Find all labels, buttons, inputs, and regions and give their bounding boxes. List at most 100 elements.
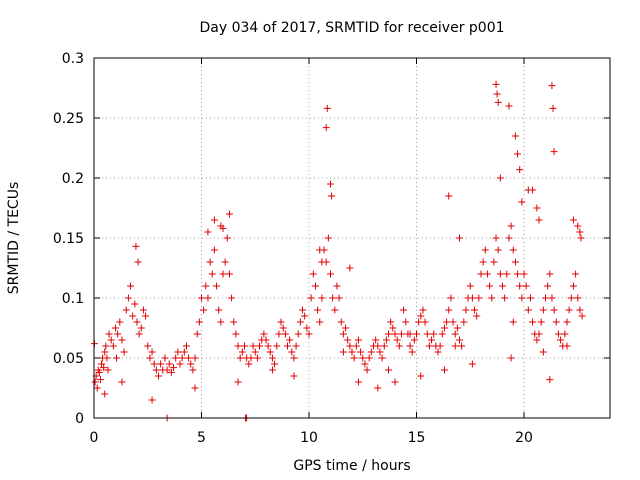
data-point bbox=[262, 336, 270, 344]
data-point bbox=[98, 360, 106, 368]
data-point bbox=[552, 318, 560, 326]
data-point bbox=[191, 384, 199, 392]
data-point bbox=[511, 258, 519, 266]
data-point bbox=[372, 336, 380, 344]
data-point bbox=[577, 234, 585, 242]
data-point bbox=[335, 294, 343, 302]
data-point bbox=[544, 282, 552, 290]
data-point bbox=[170, 364, 178, 372]
data-point bbox=[113, 354, 121, 362]
data-point bbox=[322, 124, 330, 132]
data-point bbox=[535, 330, 543, 338]
data-point bbox=[524, 306, 532, 314]
data-points bbox=[90, 80, 586, 422]
data-point bbox=[493, 90, 501, 98]
data-point bbox=[428, 336, 436, 344]
data-point bbox=[350, 354, 358, 362]
data-point bbox=[496, 270, 504, 278]
data-point bbox=[219, 224, 227, 232]
data-point bbox=[509, 246, 517, 254]
data-point bbox=[249, 342, 257, 350]
data-point bbox=[367, 348, 375, 356]
data-point bbox=[206, 258, 214, 266]
data-point bbox=[574, 294, 582, 302]
data-point bbox=[514, 150, 522, 158]
data-point bbox=[208, 270, 216, 278]
x-tick-label: 15 bbox=[408, 430, 426, 446]
data-point bbox=[569, 282, 577, 290]
x-tick-label: 5 bbox=[197, 430, 206, 446]
data-point bbox=[163, 366, 171, 374]
data-point bbox=[374, 342, 382, 350]
data-point bbox=[139, 306, 147, 314]
data-point bbox=[95, 368, 103, 376]
data-point bbox=[118, 336, 126, 344]
data-point bbox=[374, 384, 382, 392]
data-point bbox=[223, 234, 231, 242]
data-point bbox=[268, 366, 276, 374]
data-point bbox=[314, 306, 322, 314]
data-point bbox=[176, 360, 184, 368]
data-point bbox=[376, 348, 384, 356]
data-point bbox=[550, 306, 558, 314]
data-point bbox=[91, 378, 99, 386]
data-point bbox=[406, 330, 414, 338]
data-point bbox=[471, 306, 479, 314]
data-point bbox=[483, 270, 491, 278]
data-point bbox=[148, 348, 156, 356]
data-point bbox=[549, 104, 557, 112]
data-point bbox=[561, 330, 569, 338]
data-point bbox=[466, 282, 474, 290]
data-point bbox=[101, 390, 109, 398]
data-point bbox=[105, 330, 113, 338]
data-point bbox=[415, 318, 423, 326]
data-point bbox=[458, 342, 466, 350]
data-point bbox=[247, 354, 255, 362]
data-point bbox=[385, 366, 393, 374]
grid-layer bbox=[94, 58, 610, 418]
data-point bbox=[232, 330, 240, 338]
data-point bbox=[210, 246, 218, 254]
data-point bbox=[382, 336, 390, 344]
y-tick-label: 0.2 bbox=[62, 171, 84, 187]
data-point bbox=[109, 342, 117, 350]
data-point bbox=[309, 270, 317, 278]
data-point bbox=[284, 342, 291, 350]
data-point bbox=[542, 294, 549, 302]
data-point bbox=[413, 330, 420, 338]
data-point bbox=[234, 378, 242, 386]
data-point bbox=[440, 366, 448, 374]
data-point bbox=[529, 186, 537, 194]
data-point bbox=[323, 104, 331, 112]
data-point bbox=[135, 330, 143, 338]
data-point bbox=[127, 282, 135, 290]
chart-title: Day 034 of 2017, SRMTID for receiver p00… bbox=[199, 20, 504, 36]
data-point bbox=[264, 342, 272, 350]
data-point bbox=[339, 330, 347, 338]
x-tick-label: 20 bbox=[515, 430, 533, 446]
data-point bbox=[492, 80, 500, 88]
data-point bbox=[514, 270, 522, 278]
data-point bbox=[146, 354, 154, 362]
data-point bbox=[501, 294, 509, 302]
data-point bbox=[219, 270, 227, 278]
data-point bbox=[324, 234, 332, 242]
data-point bbox=[460, 318, 468, 326]
data-point bbox=[393, 336, 401, 344]
data-point bbox=[436, 342, 444, 350]
data-point bbox=[241, 342, 248, 350]
data-point bbox=[331, 306, 339, 314]
data-point bbox=[189, 366, 197, 374]
data-point bbox=[447, 294, 455, 302]
data-point bbox=[217, 318, 225, 326]
data-point bbox=[225, 210, 233, 218]
data-point bbox=[440, 324, 448, 332]
data-point bbox=[494, 98, 502, 106]
data-point bbox=[215, 306, 223, 314]
data-point bbox=[120, 348, 128, 356]
data-point bbox=[548, 82, 556, 90]
data-point bbox=[144, 342, 152, 350]
data-point bbox=[307, 294, 315, 302]
data-point bbox=[187, 360, 195, 368]
